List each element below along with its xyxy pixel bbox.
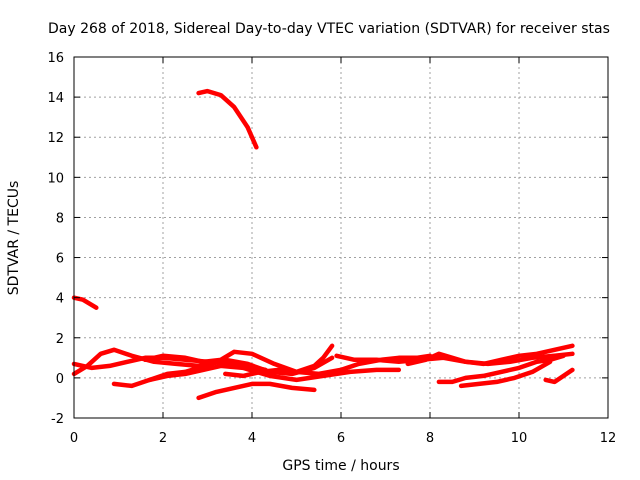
series-line-arc-11 [405, 343, 575, 367]
y-tick-label: 6 [56, 252, 64, 267]
series-line-arc-5 [142, 343, 335, 375]
y-tick-label: 4 [56, 292, 64, 307]
y-tick-label: -2 [51, 412, 64, 427]
y-tick-label: 10 [47, 171, 64, 186]
series-line-arc-14 [543, 367, 575, 385]
y-tick-label: 0 [56, 372, 64, 387]
series-line-arc-12 [436, 353, 566, 385]
y-tick-label: 14 [47, 91, 64, 106]
series-layer [71, 88, 575, 401]
x-tick-label: 4 [248, 431, 256, 446]
series-line-arc-13 [458, 359, 553, 389]
x-tick-label: 12 [600, 431, 617, 446]
x-tick-label: 0 [70, 431, 78, 446]
y-tick-label: 12 [47, 131, 64, 146]
series-line-arc-1 [71, 295, 99, 310]
x-axis-label: GPS time / hours [282, 458, 399, 474]
series-line-arc-2 [196, 88, 259, 150]
y-tick-label: 16 [47, 51, 64, 66]
x-tick-label: 6 [337, 431, 345, 446]
x-tick-label: 10 [511, 431, 528, 446]
x-tick-label: 8 [426, 431, 434, 446]
series-line-arc-3 [71, 347, 268, 377]
x-tick-label: 2 [159, 431, 167, 446]
chart-title: Day 268 of 2018, Sidereal Day-to-day VTE… [48, 21, 610, 37]
axis-ticks: 0 2 4 6 8 10 12 -2 0 2 4 6 8 10 12 14 16 [47, 51, 616, 446]
series-line-arc-8 [196, 381, 317, 401]
y-tick-label: 2 [56, 332, 64, 347]
y-tick-label: 8 [56, 211, 64, 226]
y-axis-label: SDTVAR / TECUs [6, 181, 22, 296]
series-line-arc-7 [111, 363, 215, 389]
series-line-arc-9 [223, 353, 433, 379]
